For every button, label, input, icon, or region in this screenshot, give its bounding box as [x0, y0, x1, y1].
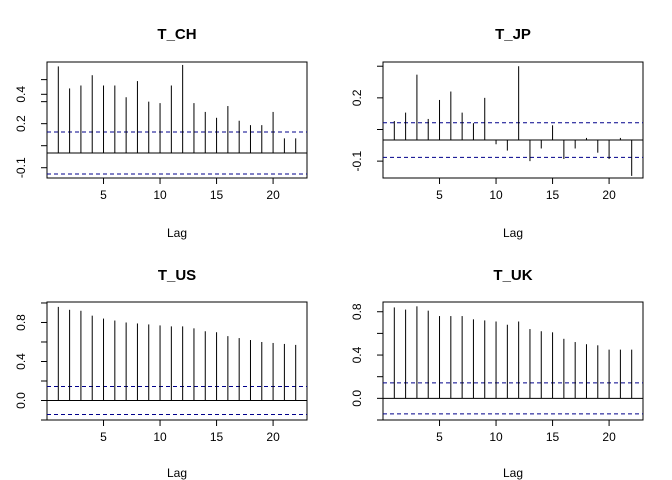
plot-frame [46, 61, 308, 179]
x-tick-label: 5 [100, 188, 107, 202]
y-tick-label: 0.0 [14, 392, 28, 409]
y-tick-label: 0.4 [350, 346, 364, 363]
panel-title: T_JP [495, 26, 531, 43]
x-tick-label: 15 [546, 430, 560, 444]
x-tick-label: 20 [602, 188, 616, 202]
y-tick-label: 0.2 [350, 89, 364, 106]
x-tick-label: 15 [546, 188, 560, 202]
x-tick-label: 5 [100, 430, 107, 444]
y-tick-label: 0.0 [350, 390, 364, 407]
x-axis-label: Lag [503, 466, 523, 480]
x-tick-label: 15 [210, 430, 224, 444]
x-axis-label: Lag [503, 226, 523, 240]
plot-frame [382, 301, 644, 421]
panel-title: T_US [158, 267, 196, 284]
x-tick-label: 10 [489, 430, 503, 444]
y-tick-label: 0.2 [14, 115, 28, 132]
panel-title: T_CH [157, 26, 196, 43]
y-tick-label: 0.4 [14, 86, 28, 103]
plot-frame [382, 61, 644, 179]
x-tick-label: 10 [153, 188, 167, 202]
x-tick-label: 20 [266, 188, 280, 202]
acf-panel-t-jp: T_JP Lag 5 10 15 20 -0.1 0.2 [350, 26, 644, 240]
panel-title: T_UK [493, 267, 532, 284]
acf-panel-t-us: T_US Lag 5 10 15 20 0.0 0.4 0.8 [14, 267, 308, 480]
y-tick-label: 0.8 [350, 303, 364, 320]
plot-frame [46, 301, 308, 421]
acf-panel-t-uk: T_UK Lag 5 10 15 20 0.0 0.4 0.8 [350, 267, 644, 480]
x-tick-label: 5 [436, 188, 443, 202]
x-axis-label: Lag [167, 466, 187, 480]
x-tick-label: 20 [602, 430, 616, 444]
y-tick-label: 0.4 [14, 353, 28, 370]
y-tick-label: -0.1 [14, 157, 28, 178]
x-tick-label: 10 [153, 430, 167, 444]
y-tick-label: -0.1 [350, 150, 364, 171]
y-tick-label: 0.8 [14, 314, 28, 331]
x-tick-label: 5 [436, 430, 443, 444]
x-tick-label: 10 [489, 188, 503, 202]
acf-panel-t-ch: T_CH Lag 5 10 15 20 -0.1 0.2 0.4 [14, 26, 308, 240]
x-tick-label: 20 [266, 430, 280, 444]
x-tick-label: 15 [210, 188, 224, 202]
x-axis-label: Lag [167, 226, 187, 240]
